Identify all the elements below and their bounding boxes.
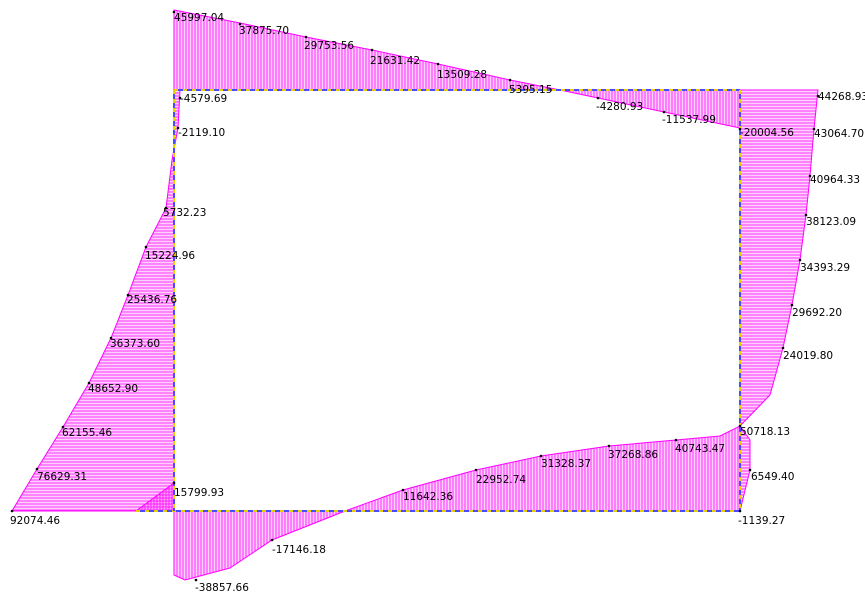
right-label-6: 29692.20 <box>792 307 842 319</box>
right-label-5: 34393.29 <box>800 262 850 274</box>
left-label-0: -4579.69 <box>180 93 227 105</box>
bottom-label-3: 11642.36 <box>403 491 453 503</box>
top-label-0: 45997.04 <box>174 12 224 24</box>
bottom-label-1: -38857.66 <box>195 582 249 594</box>
frame <box>136 89 741 512</box>
left-label-1: -2119.10 <box>178 127 225 139</box>
bottom-label-2: -17146.18 <box>272 544 326 556</box>
value-labels: 45997.04 37875.70 29753.56 21631.42 1350… <box>10 10 865 594</box>
right-label-10: -1139.27 <box>738 515 785 527</box>
top-label-1: 37875.70 <box>239 25 289 37</box>
right-label-9: 6549.40 <box>751 471 794 483</box>
top-label-5: 5395.15 <box>509 84 552 96</box>
top-label-2: 29753.56 <box>304 40 354 52</box>
right-label-8: 50718.13 <box>740 426 790 438</box>
left-label-9: 92074.46 <box>10 515 60 527</box>
right-column-diagram <box>739 89 819 512</box>
left-label-7: 62155.46 <box>62 427 112 439</box>
top-label-7: -11537.99 <box>662 114 716 126</box>
right-label-1: -20004.56 <box>740 127 794 139</box>
top-label-4: 13509.28 <box>437 69 487 81</box>
left-label-4: 25436.76 <box>127 294 177 306</box>
right-label-3: 40964.33 <box>810 174 860 186</box>
left-label-5: 36373.60 <box>110 338 160 350</box>
left-label-2: 5732.23 <box>163 207 206 219</box>
top-label-3: 21631.42 <box>370 55 420 67</box>
bottom-beam-diagram <box>134 425 741 581</box>
left-label-3: 15224.96 <box>145 250 195 262</box>
bottom-label-4: 22952.74 <box>476 474 526 486</box>
bottom-label-5: 31328.37 <box>541 458 591 470</box>
bottom-label-0: 15799.93 <box>174 487 224 499</box>
left-label-8: 76629.31 <box>37 471 87 483</box>
left-column-diagram <box>11 89 181 512</box>
right-label-7: 24019.80 <box>783 350 833 362</box>
right-label-0: 44268.93 <box>818 91 865 103</box>
top-label-6: -4280.93 <box>596 101 643 113</box>
bottom-label-7: 40743.47 <box>675 443 725 455</box>
bottom-label-6: 37268.86 <box>608 449 658 461</box>
right-label-2: 43064.70 <box>814 128 864 140</box>
left-label-6: 48652.90 <box>88 383 138 395</box>
right-label-4: 38123.09 <box>806 216 856 228</box>
